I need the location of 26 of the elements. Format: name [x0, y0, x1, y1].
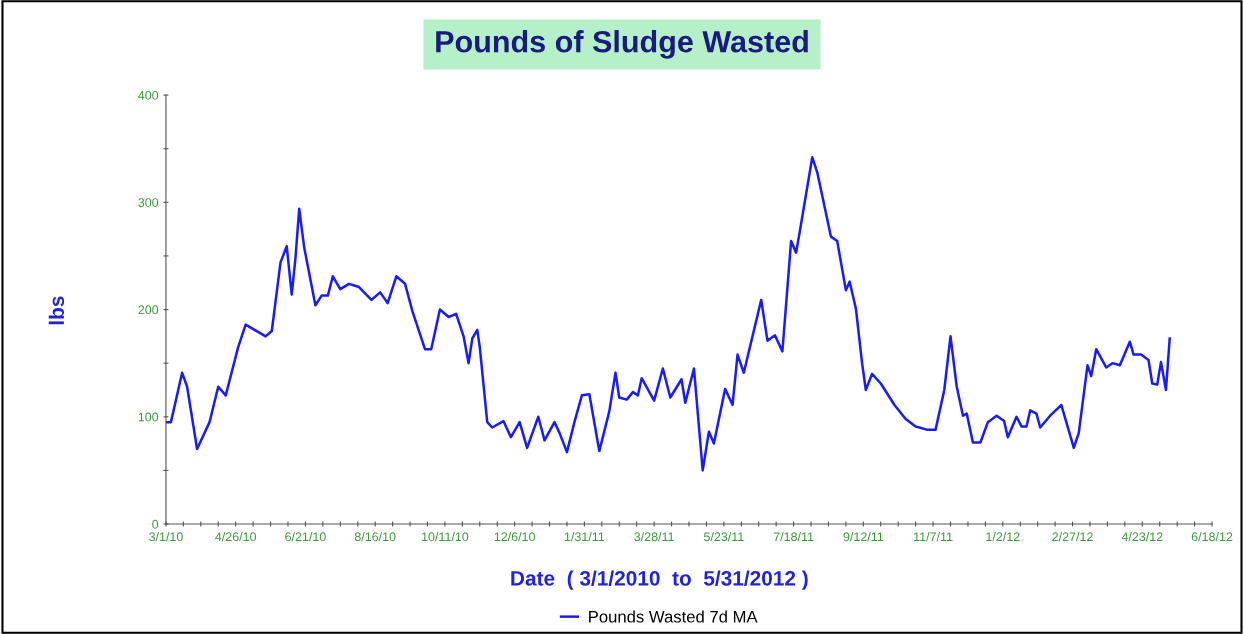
- x-tick-label: 1/31/11: [564, 531, 605, 542]
- x-tick-label: 4/23/12: [1121, 531, 1163, 542]
- x-tick-label: 6/18/12: [1191, 531, 1233, 542]
- x-tick-label: 11/7/11: [914, 531, 953, 542]
- legend-label: Pounds Wasted 7d MA: [589, 610, 758, 623]
- x-tick-label: 4/26/10: [215, 531, 257, 542]
- y-tick-label: 100: [138, 412, 159, 422]
- y-tick-label: 400: [138, 90, 159, 100]
- x-tick-label: 9/12/11: [843, 531, 884, 542]
- x-axis-title: Date ( 3/1/2010 to 5/31/2012 ): [511, 570, 808, 590]
- x-tick-label: 12/6/10: [494, 531, 536, 542]
- x-tick-label: 6/21/10: [285, 531, 326, 542]
- line-series: [165, 156, 1171, 472]
- x-tick-label: 3/28/11: [634, 531, 674, 542]
- y-tick-label: 300: [138, 198, 159, 207]
- x-tick-label: 1/2/12: [986, 531, 1020, 542]
- y-tick-label: 0: [152, 519, 159, 529]
- x-tick-label: 7/18/11: [773, 531, 814, 542]
- y-axis-title: lbs: [48, 296, 65, 325]
- x-tick-label: 8/16/10: [354, 531, 396, 542]
- x-tick-label: 2/27/12: [1052, 531, 1093, 542]
- x-tick-label: 3/1/10: [149, 531, 183, 542]
- x-tick-label: 5/23/11: [703, 531, 744, 542]
- y-tick-label: 200: [138, 305, 159, 315]
- x-tick-label: 10/11/10: [421, 531, 469, 542]
- chart-title: Pounds of Sludge Wasted: [436, 30, 808, 59]
